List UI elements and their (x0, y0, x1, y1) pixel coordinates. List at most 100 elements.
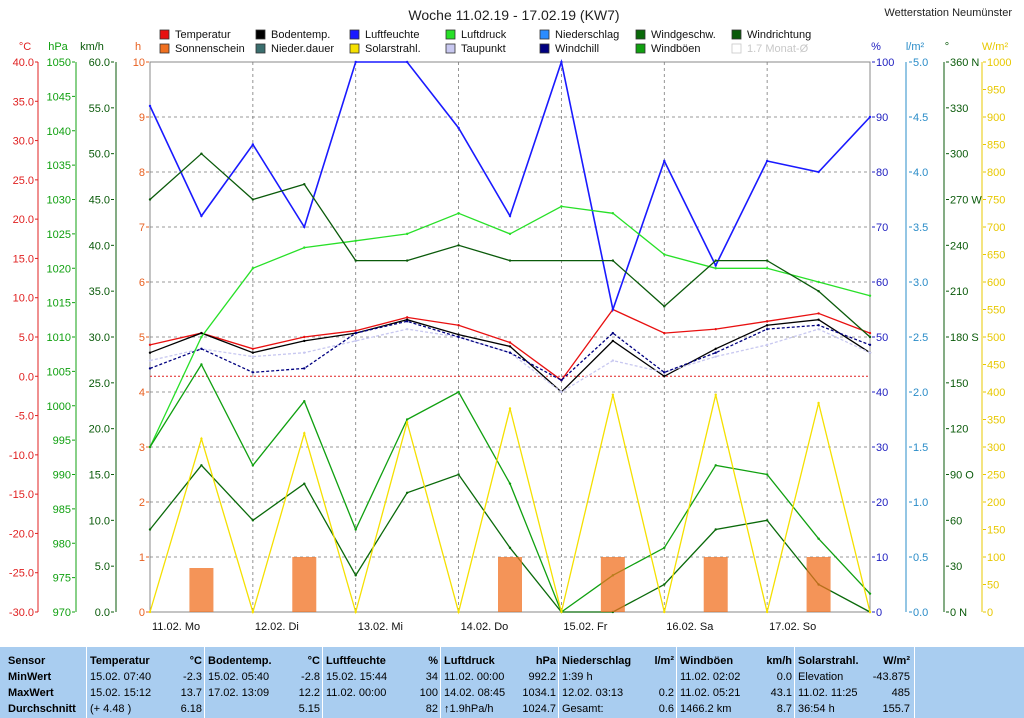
stats-cell-value: W/m² (883, 655, 910, 667)
axis-tick-label: 50 (876, 332, 888, 344)
axis-tick-label: 850 (987, 140, 1005, 152)
data-point (714, 267, 717, 270)
legend-swatch (255, 43, 266, 54)
legend-entry: Niederschlag (555, 29, 619, 41)
axis-tick-label: 600 (987, 277, 1005, 289)
stats-cell-label: Temperatur (90, 655, 150, 667)
axis-tick-label: 30 (876, 442, 888, 454)
sunshine-bar (806, 557, 831, 612)
data-point (251, 610, 255, 614)
axis-tick-label: 9 (139, 112, 145, 124)
data-point (457, 333, 460, 336)
stats-cell-value: l/m² (654, 655, 674, 667)
data-point (714, 464, 717, 467)
stats-table: Sensor MinWert MaxWert Durchschnitt Temp… (0, 647, 1024, 718)
data-point (817, 170, 820, 174)
data-point (148, 359, 152, 362)
stats-cell-value: 34 (425, 671, 438, 683)
axis-tick-label: 650 (987, 250, 1005, 262)
data-point (611, 308, 615, 311)
stats-cell-value: 0.2 (658, 687, 674, 699)
data-point (663, 610, 666, 614)
data-point (354, 610, 357, 614)
axis-tick-label: 50.0 (89, 149, 110, 161)
axis-tick-label: 120 (950, 424, 968, 436)
data-point (200, 363, 203, 366)
data-point (765, 610, 769, 614)
data-point (817, 289, 820, 293)
axis-tick-label: 0 (876, 607, 882, 619)
stats-column-header: Windböen km/h (680, 653, 792, 669)
stats-column-header: Bodentemp. °C (208, 653, 320, 669)
stats-separator (204, 647, 205, 718)
data-point (354, 574, 357, 577)
station-name: Wetterstation Neumünster (884, 7, 1012, 19)
data-point (405, 60, 409, 64)
axis-tick-label: 180 S (950, 332, 979, 344)
axis-tick-label: 7 (139, 222, 145, 234)
axis-tick-label: 4.0 (913, 167, 928, 179)
axis-tick-label: 15.0 (13, 253, 34, 265)
data-point (765, 267, 769, 270)
data-point (303, 399, 306, 403)
axis-tick-label: 0.0 (913, 607, 928, 619)
axis-tick-label: 0 (139, 607, 145, 619)
legend-swatch (731, 29, 742, 40)
data-point (148, 528, 152, 531)
stats-cell: 11.02. 05:21 43.1 (680, 685, 792, 701)
stats-cell-label: 15.02. 15:12 (90, 687, 152, 699)
series-Windrichtung (148, 152, 872, 339)
sunshine-bar (292, 557, 317, 612)
axes: 40.035.030.025.020.015.010.05.00.0-5.0-1… (9, 57, 1012, 619)
stats-column-header: Luftdruck hPa (444, 653, 556, 669)
stats-column-header: Luftfeuchte% (326, 653, 438, 669)
stats-column-Luftdruck: Luftdruck hPa 11.02. 00:00 992.2 14.02. 08:4… (444, 653, 556, 717)
legend-entry: 1.7 Monat-Ø (747, 43, 809, 55)
data-point (251, 519, 255, 522)
series-Bodentemp. (148, 318, 872, 394)
data-point (148, 445, 152, 449)
axis-tick-label: 1000 (47, 401, 71, 413)
stats-separator (914, 647, 915, 718)
day-label: 11.02. Mo (152, 621, 200, 633)
stats-cell: 5.15 (208, 701, 320, 717)
data-point (868, 351, 872, 354)
stats-cell-label: Elevation (798, 671, 844, 683)
axis-tick-label: 10.0 (13, 293, 34, 305)
stats-cell-label: Luftfeuchte (326, 655, 386, 667)
series-Sonnenschein (189, 557, 831, 612)
data-point (457, 390, 460, 394)
data-point (251, 371, 255, 374)
legend-swatch (255, 29, 266, 40)
data-point (457, 244, 460, 247)
data-point (200, 335, 203, 339)
data-point (405, 327, 409, 331)
stats-cell: 11.02. 02:02 0.0 (680, 669, 792, 685)
stats-cell-value: 0.0 (776, 671, 792, 683)
data-point (457, 473, 460, 476)
data-point (817, 537, 820, 540)
data-point (560, 390, 563, 394)
data-point (765, 324, 769, 327)
stats-cell: ↑1.9hPa/h 1024.7 (444, 701, 556, 717)
stats-cell: 17.02. 13:09 12.2 (208, 685, 320, 701)
axis-tick-label: 70 (876, 222, 888, 234)
data-point (354, 329, 357, 332)
stats-cell-value: 6.18 (180, 703, 202, 715)
stats-column-Temperatur: Temperatur °C 15.02. 07:40 -2.3 15.02. 15:12… (90, 653, 202, 717)
data-point (405, 232, 409, 236)
legend-swatch (445, 43, 456, 54)
axis-unit-label: % (871, 41, 881, 53)
axis-tick-label: 1000 (987, 57, 1011, 69)
data-point (508, 482, 512, 485)
data-point (148, 198, 152, 201)
stats-cell: Elevation -43.875 (798, 669, 910, 685)
axis-tick-label: 30.0 (13, 136, 34, 148)
stats-column-Niederschlag: Niederschlag l/m² 1:39 h 12.02. 03:13 0.2 Ges… (562, 653, 674, 717)
axis-tick-label: 35.0 (89, 286, 110, 298)
data-point (508, 341, 512, 344)
axis-tick-label: 40 (876, 387, 888, 399)
axis-unit-label: ° (945, 41, 949, 53)
axis-tick-label: -10.0 (9, 450, 34, 462)
axis-tick-label: 10.0 (89, 515, 110, 527)
